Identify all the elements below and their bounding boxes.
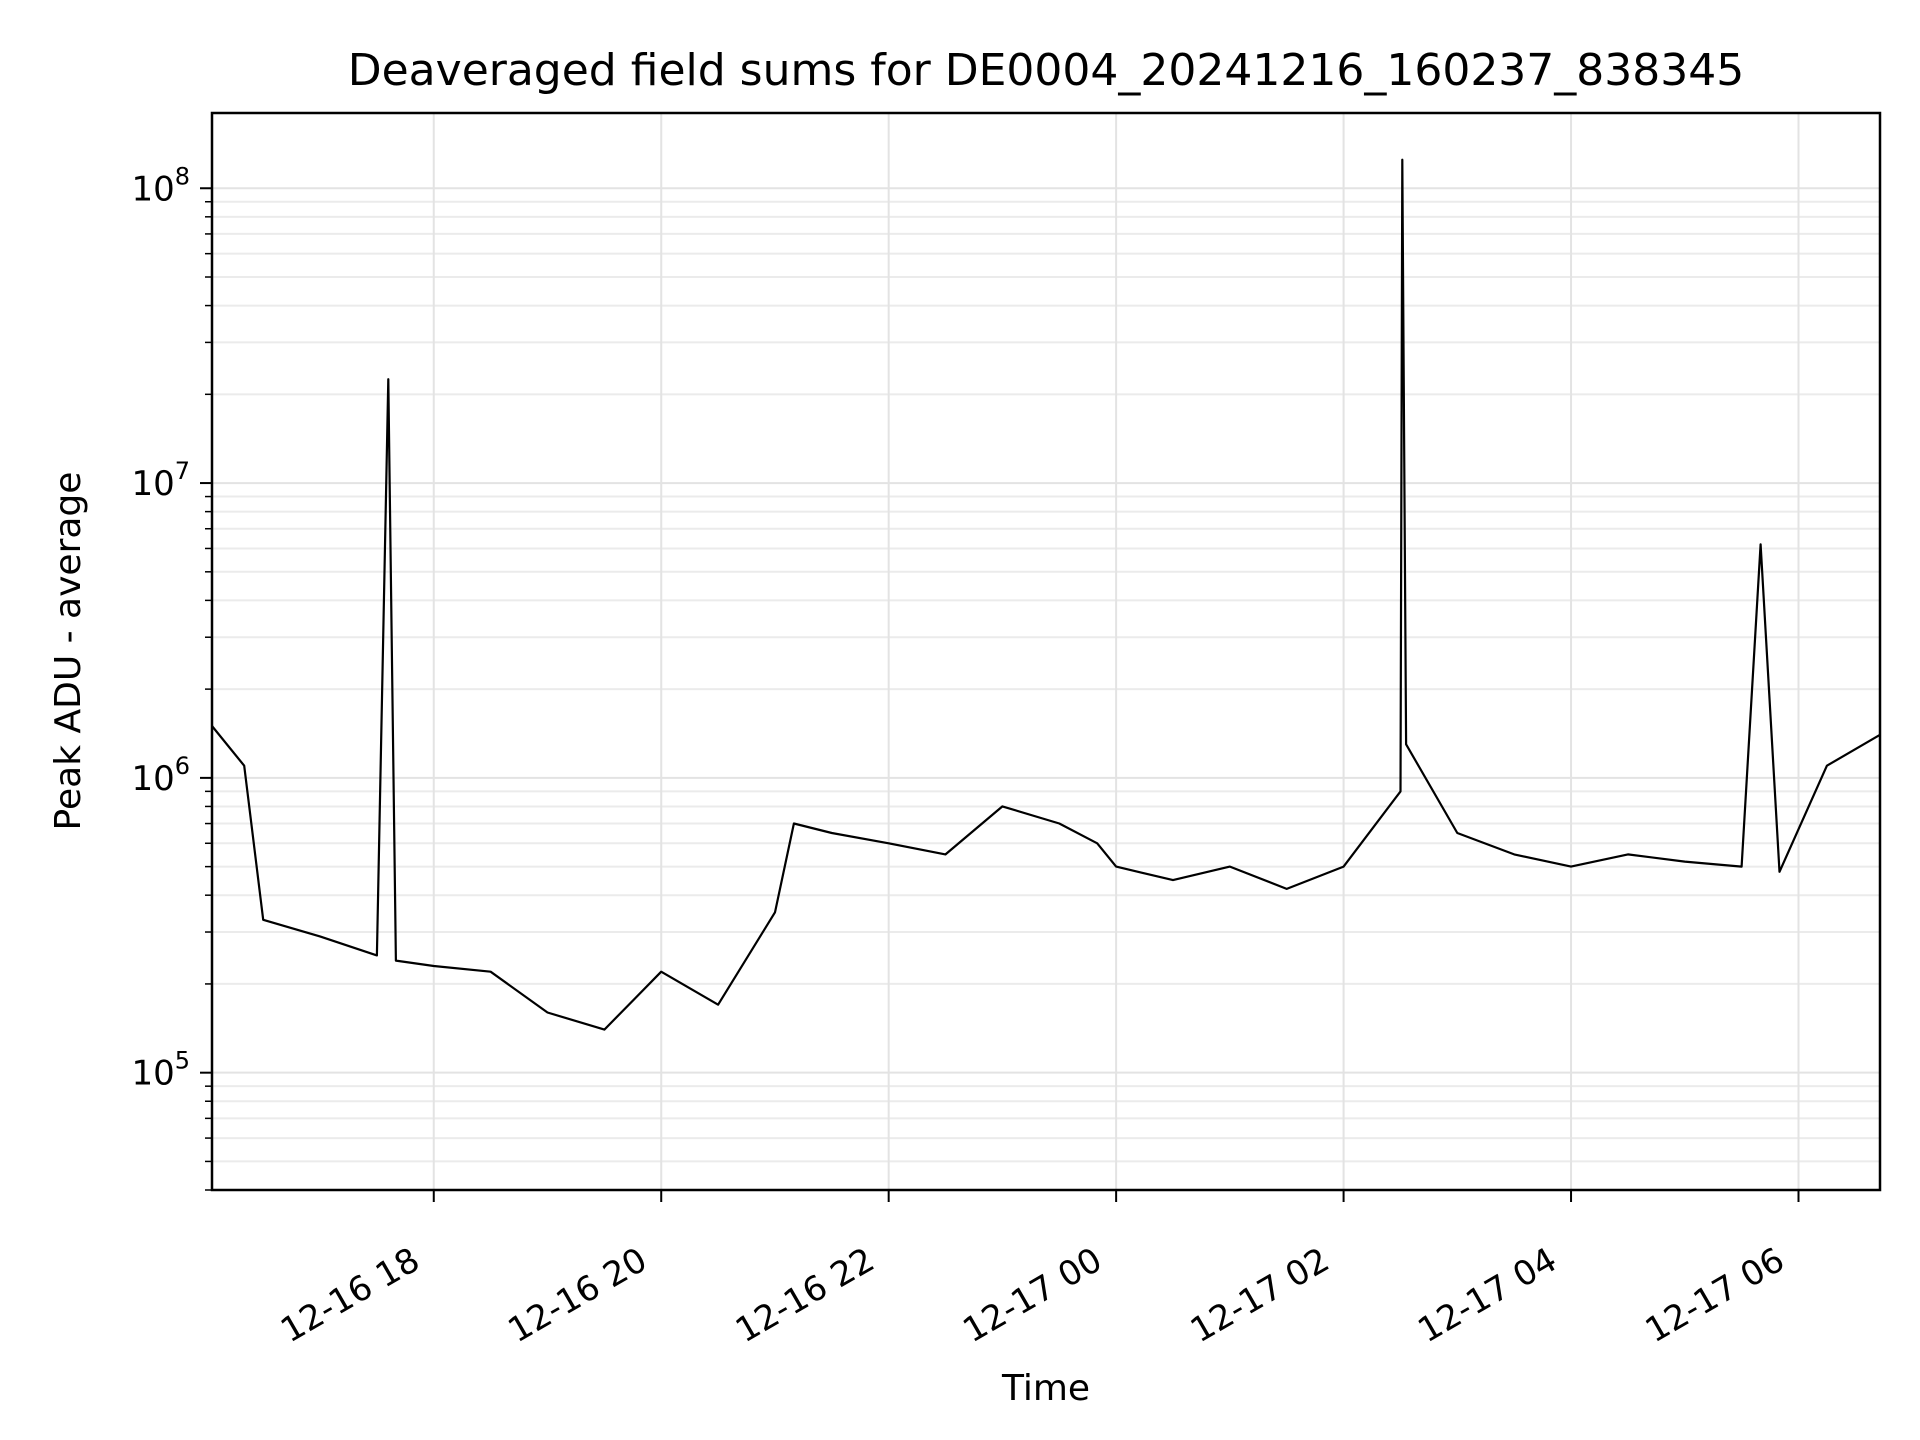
- series-line-0: [211, 158, 1881, 1031]
- y-axis-label: Peak ADU - average: [48, 472, 89, 831]
- grid: [212, 113, 1880, 1191]
- x-axis-label: Time: [1001, 1368, 1090, 1409]
- y-axis: 105 106 107 108: [131, 162, 212, 1191]
- y-tick-label: 105: [131, 1047, 190, 1094]
- x-tick-label: 12-17 00: [956, 1240, 1108, 1351]
- x-tick-label: 12-17 02: [1184, 1240, 1336, 1351]
- x-tick-label: 12-16 18: [274, 1240, 426, 1351]
- y-tick-label: 107: [131, 457, 190, 504]
- chart-title: Deaveraged field sums for DE0004_2024121…: [348, 45, 1745, 96]
- plot-frame: [210, 111, 1882, 1192]
- series-group: [211, 158, 1881, 1031]
- x-axis: 12-16 18 12-16 20 12-16 22 12-17 00 12-17 02…: [274, 1190, 1800, 1351]
- x-tick-label: 12-17 06: [1639, 1240, 1791, 1351]
- x-tick-label: 12-16 20: [502, 1240, 654, 1351]
- x-tick-label: 12-17 04: [1411, 1240, 1563, 1351]
- y-tick-label: 106: [131, 752, 190, 799]
- x-tick-label: 12-16 22: [729, 1240, 881, 1351]
- y-tick-label: 108: [131, 162, 190, 209]
